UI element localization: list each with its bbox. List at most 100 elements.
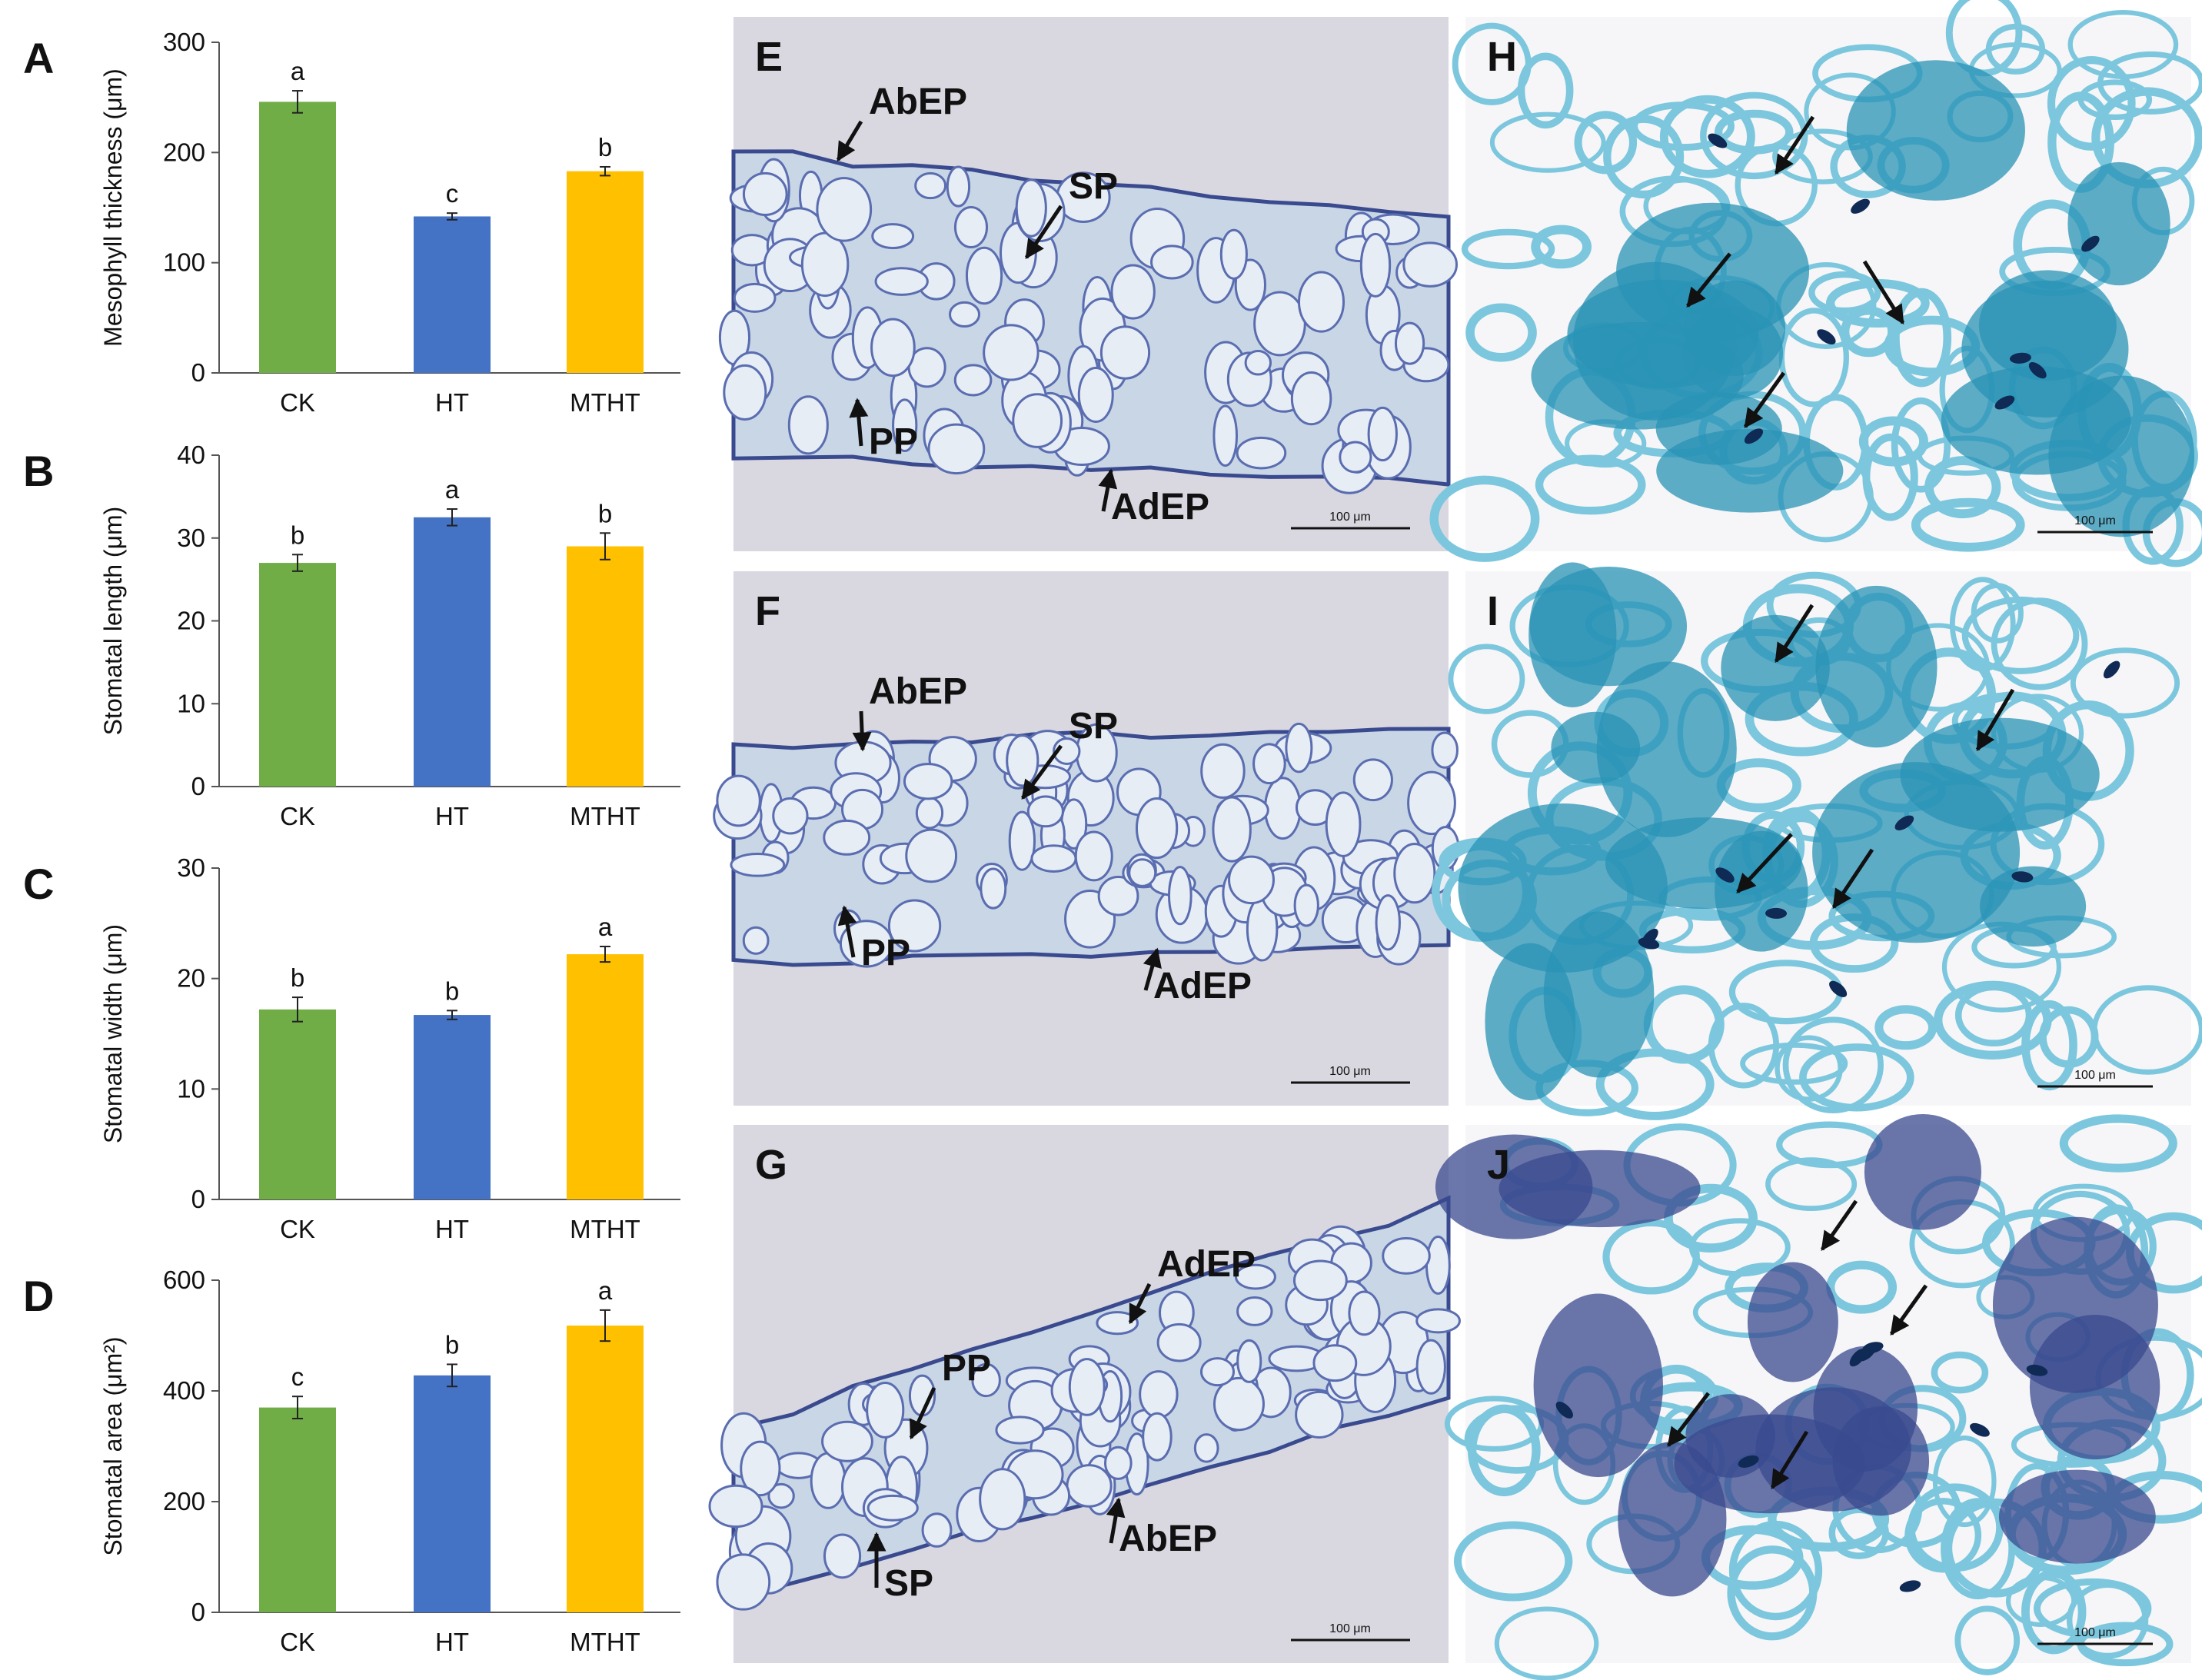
- scale-bar-label: 100 μm: [2074, 1626, 2116, 1639]
- y-tick-label: 40: [177, 441, 205, 469]
- stoma: [1849, 1349, 1866, 1367]
- mesophyll-cell: [1142, 1412, 1173, 1462]
- panel-letter: C: [23, 860, 54, 908]
- tissue-label-adep: AdEP: [1157, 1244, 1256, 1285]
- mesophyll-cell: [733, 282, 777, 313]
- tissue-network: [1631, 101, 1735, 151]
- mesophyll-cell: [1066, 1464, 1113, 1508]
- stained-epidermis: [1846, 60, 2025, 201]
- mesophyll-cell: [716, 1553, 771, 1611]
- mesophyll-cell: [823, 819, 871, 856]
- stoma: [1851, 198, 1870, 214]
- tissue-network: [1429, 475, 1540, 562]
- bar-ck: [259, 1407, 336, 1612]
- mesophyll-cell: [1425, 1235, 1451, 1295]
- mesophyll-cell: [823, 1533, 862, 1579]
- tissue-network: [1714, 109, 1794, 155]
- stained-epidermis: [1864, 1113, 1981, 1230]
- mesophyll-cell: [1393, 843, 1436, 904]
- stoma: [1994, 395, 2015, 410]
- mesophyll-cell: [1236, 1296, 1273, 1326]
- mesophyll-cell: [730, 853, 786, 877]
- tissue-network: [1971, 583, 2024, 644]
- stained-epidermis: [1616, 202, 1810, 340]
- mesophyll-cell: [1348, 1290, 1381, 1336]
- mesophyll-cell: [1285, 722, 1313, 773]
- y-tick-label: 20: [177, 607, 205, 635]
- stoma: [2081, 235, 2100, 252]
- tissue-network: [1911, 497, 2025, 552]
- micrograph-e: AbEP SP PP AdEP 100 μm E: [718, 17, 1459, 551]
- mesophyll-cell: [1074, 830, 1113, 882]
- stained-epidermis: [1533, 1293, 1663, 1478]
- significance-letter: b: [598, 499, 612, 527]
- stoma: [1715, 867, 1735, 883]
- tissue-network: [1494, 1606, 1599, 1680]
- mesophyll-cell: [1008, 810, 1036, 871]
- panel-letter: H: [1487, 34, 1517, 80]
- tissue-network: [1603, 115, 1685, 199]
- stoma: [1970, 1422, 1990, 1437]
- mesophyll-cell: [866, 1494, 919, 1522]
- stoma-arrow: [1831, 848, 1874, 910]
- mesophyll-cell: [971, 1362, 1001, 1398]
- tissue-network: [1659, 95, 1755, 178]
- stoma-arrow: [1686, 252, 1731, 308]
- panel-letter: A: [23, 34, 54, 82]
- stained-epidermis: [1747, 1262, 1838, 1382]
- stoma-arrow: [1770, 1430, 1809, 1490]
- bar-ck: [259, 563, 336, 787]
- x-tick-label: HT: [435, 1215, 469, 1243]
- bar-mtht: [567, 171, 644, 373]
- bar-ht: [414, 517, 491, 787]
- micrograph-h: 100 μm H: [1429, 0, 2202, 567]
- tissue-label-abep: AbEP: [1119, 1519, 1217, 1559]
- tissue-network: [1828, 1506, 1889, 1559]
- stained-epidermis: [1682, 306, 1784, 399]
- bar-ck: [259, 1009, 336, 1199]
- tissue-label-adep: AdEP: [1153, 966, 1252, 1006]
- tissue-network: [1602, 1219, 1700, 1295]
- mesophyll-cell: [915, 797, 944, 830]
- tissue-network: [1700, 91, 1808, 180]
- stained-epidermis: [1815, 585, 1938, 748]
- y-tick-label: 0: [191, 772, 205, 800]
- mesophyll-cell: [1200, 743, 1246, 799]
- chart-panel-a: A Mesophyll thickness (μm) 0 100 200 300 a CK c H…: [23, 28, 680, 417]
- mesophyll-cell: [980, 867, 1007, 910]
- significance-letter: b: [445, 976, 459, 1005]
- stoma-arrow: [1736, 833, 1793, 893]
- stained-epidermis: [1998, 1469, 2156, 1564]
- mesophyll-cell: [708, 1484, 763, 1529]
- mesophyll-cell: [1110, 264, 1156, 320]
- y-axis-title: Stomatal area (μm²): [99, 1336, 127, 1555]
- x-tick-label: CK: [280, 802, 315, 830]
- mesophyll-cell: [1339, 441, 1372, 474]
- chart-panel-d: D Stomatal area (μm²) 0 200 400 600 c CK b HT a MTH…: [23, 1266, 680, 1656]
- mesophyll-cell: [1212, 1376, 1265, 1432]
- y-tick-label: 30: [177, 524, 205, 552]
- mesophyll-cell: [1359, 232, 1392, 298]
- y-tick-label: 600: [163, 1266, 205, 1294]
- tissue-network: [2070, 647, 2180, 719]
- chart-panel-b: B Stomatal length (μm) 0 10 20 30 40 b CK a HT b MTH…: [23, 441, 680, 830]
- stained-epidermis: [1721, 614, 1830, 721]
- mesophyll-cell: [1236, 436, 1287, 470]
- scale-bar-label: 100 μm: [1329, 1065, 1371, 1078]
- tissue-network: [1782, 1016, 1884, 1114]
- x-tick-label: CK: [280, 1628, 315, 1656]
- mesophyll-cell: [1139, 1370, 1179, 1419]
- mesophyll-cell: [1212, 796, 1252, 863]
- bar-ht: [414, 1375, 491, 1612]
- stained-epidermis: [1961, 280, 2129, 418]
- tissue-network: [1954, 983, 2033, 1047]
- tissue-network: [2067, 9, 2179, 79]
- y-axis-title: Stomatal width (μm): [99, 924, 127, 1143]
- tissue-network: [1535, 454, 1646, 515]
- label-arrow: [837, 905, 857, 958]
- stoma-arrow: [1774, 604, 1814, 664]
- tissue-label-sp: SP: [1069, 166, 1118, 207]
- stoma: [1899, 1580, 1921, 1592]
- mesophyll-cell: [1030, 844, 1077, 873]
